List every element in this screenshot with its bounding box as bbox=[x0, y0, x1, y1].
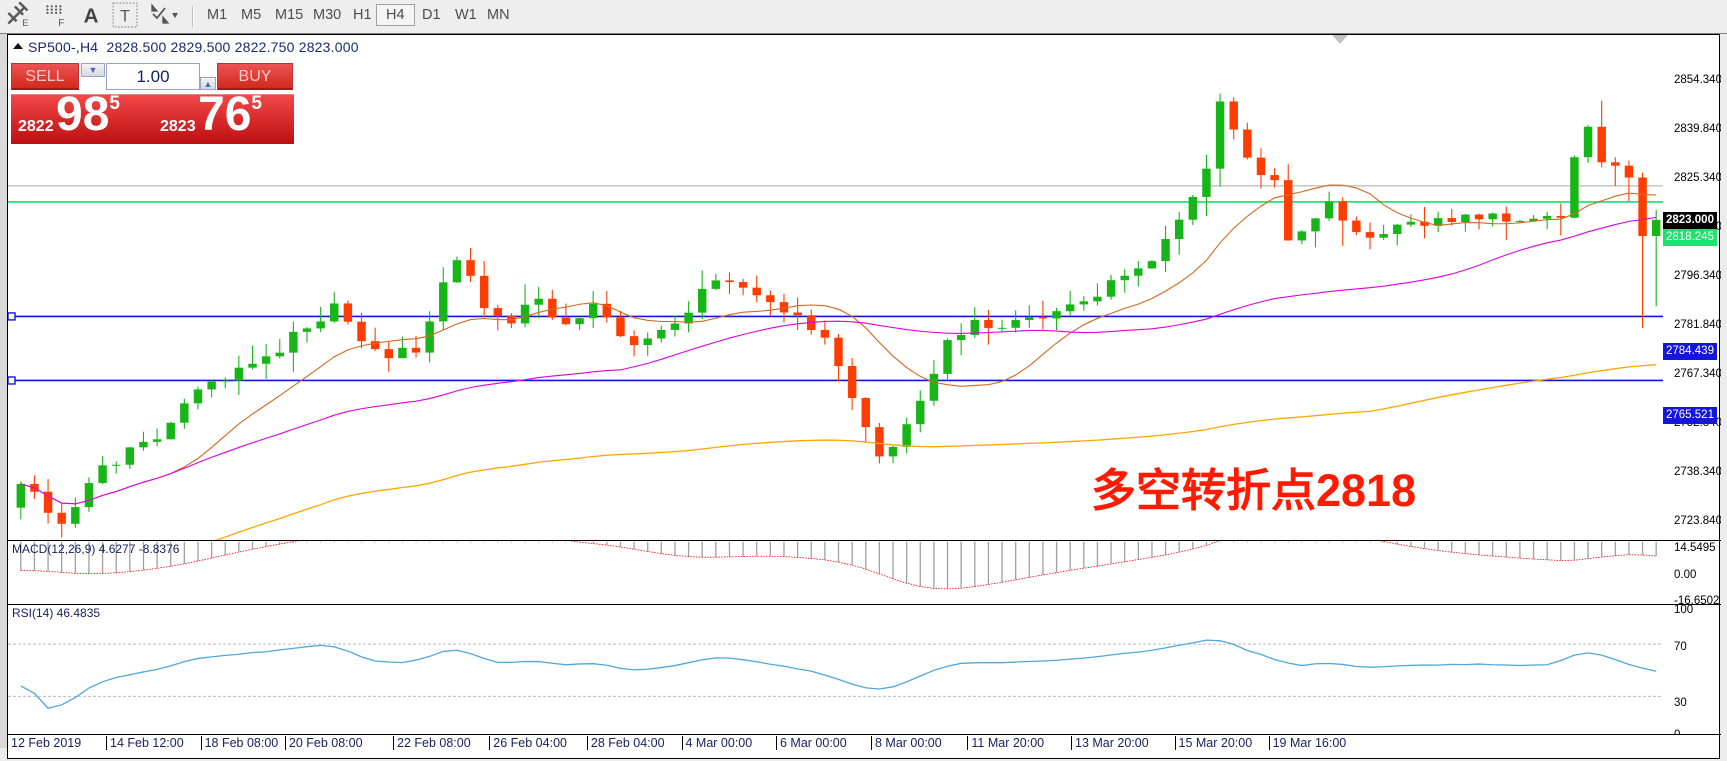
svg-text:F: F bbox=[58, 18, 64, 28]
svg-text:E: E bbox=[22, 18, 28, 28]
svg-text:A: A bbox=[84, 5, 99, 28]
svg-text:T: T bbox=[120, 8, 130, 26]
